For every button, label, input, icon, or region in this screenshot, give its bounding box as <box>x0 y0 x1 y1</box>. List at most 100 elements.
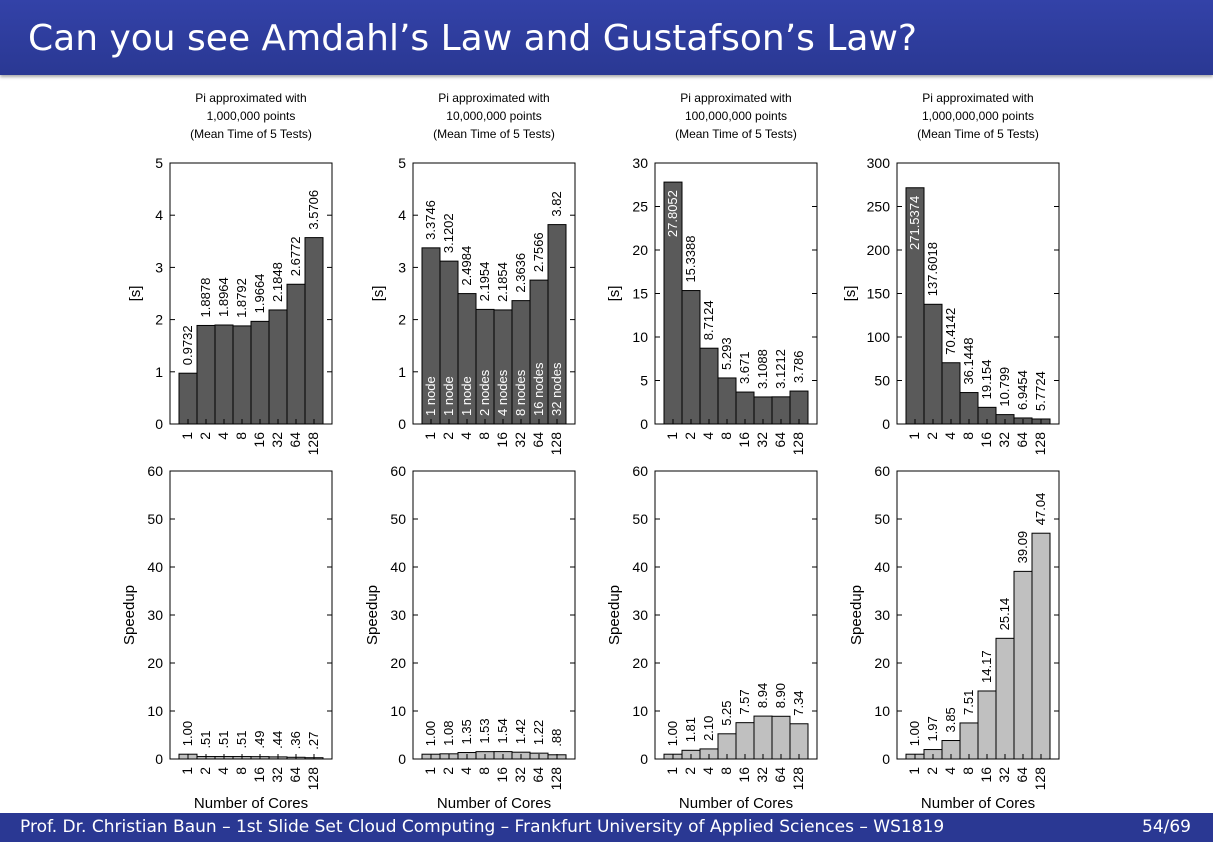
x-tick-label: 1 <box>906 432 922 440</box>
data-label: .27 <box>306 732 321 750</box>
data-label: 2.10 <box>701 716 716 741</box>
chart-5: 0 10 20 30 40 50 60 Speedup 1 1.00 2 .51 4 .51 8 .51 16.… <box>121 463 333 812</box>
footer-text: Prof. Dr. Christian Baun – 1st Slide Set… <box>20 817 945 837</box>
x-tick-label: 4 <box>458 432 474 440</box>
chart-4: Pi approximated with 1,000,000,000 points… <box>842 91 1060 456</box>
y-tick-label: 60 <box>632 463 648 479</box>
y-tick-label: 100 <box>867 329 891 345</box>
y-tick-label: 40 <box>147 559 163 575</box>
node-label: 32 nodes <box>549 362 564 416</box>
page-number: 54/69 <box>1142 817 1191 837</box>
data-label: 2.4984 <box>459 246 474 286</box>
data-label: 3.786 <box>791 351 806 384</box>
data-label: 1.8792 <box>234 278 249 318</box>
x-tick-label: 1 <box>664 767 680 775</box>
bar-8 <box>717 377 737 425</box>
x-tick-label: 4 <box>215 767 231 775</box>
y-tick-label: 4 <box>155 207 163 223</box>
y-tick-label: 10 <box>874 703 890 719</box>
data-label: 15.3388 <box>683 236 698 283</box>
chart-title-line: Pi approximated with <box>680 91 791 105</box>
x-tick-label: 32 <box>754 767 770 783</box>
data-label: 8.90 <box>773 683 788 708</box>
x-tick-label: 64 <box>287 767 303 783</box>
x-tick-label: 8 <box>718 767 734 775</box>
data-label: 3.82 <box>549 191 564 216</box>
data-label: 1.53 <box>477 718 492 743</box>
x-tick-label: 128 <box>1032 432 1048 456</box>
bar-4 <box>699 347 719 425</box>
data-label: 2.7566 <box>531 232 546 272</box>
data-label: 3.85 <box>943 707 958 732</box>
plot-frame <box>896 470 1060 760</box>
data-label: 3.1088 <box>755 349 770 389</box>
x-tick-label: 8 <box>233 432 249 440</box>
chart-title-line: 100,000,000 points <box>685 109 787 123</box>
x-tick-label: 32 <box>512 767 528 783</box>
y-axis-label: Speedup <box>848 585 865 645</box>
y-tick-label: 0 <box>398 416 406 432</box>
x-tick-label: 16 <box>736 767 752 783</box>
data-label: 2.1954 <box>477 262 492 302</box>
charts-grid: Pi approximated with 1,000,000 points (Mea… <box>121 91 1060 812</box>
y-tick-label: 200 <box>867 242 891 258</box>
bar-64 <box>1013 570 1033 760</box>
data-label: 2.6772 <box>288 236 303 276</box>
y-tick-label: 15 <box>632 286 648 302</box>
x-tick-label: 64 <box>530 767 546 783</box>
y-tick-label: 40 <box>632 559 648 575</box>
plot-frame <box>412 162 576 425</box>
x-tick-label: 4 <box>942 432 958 440</box>
data-label: 1.54 <box>495 718 510 743</box>
data-label: 36.1448 <box>961 338 976 385</box>
bar-128 <box>1031 532 1051 760</box>
data-label: .51 <box>234 730 249 748</box>
node-label: 8 nodes <box>513 369 528 416</box>
bar-16 <box>977 690 997 760</box>
data-label: 25.14 <box>997 598 1012 631</box>
y-tick-label: 2 <box>155 312 163 328</box>
y-tick-label: 5 <box>155 155 163 171</box>
y-tick-label: 0 <box>640 416 648 432</box>
bar-16 <box>735 722 755 760</box>
y-tick-label: 300 <box>867 155 891 171</box>
x-axis-label: Number of Cores <box>679 795 793 812</box>
data-label: 6.9454 <box>1015 370 1030 410</box>
x-tick-label: 1 <box>422 767 438 775</box>
x-axis-label: Number of Cores <box>194 795 308 812</box>
x-tick-label: 32 <box>996 767 1012 783</box>
y-tick-label: 150 <box>867 286 891 302</box>
data-label: 7.51 <box>961 690 976 715</box>
data-label: 70.4142 <box>943 308 958 355</box>
data-label: 1.00 <box>907 721 922 746</box>
data-label: 1.08 <box>441 721 456 746</box>
x-tick-label: 2 <box>440 767 456 775</box>
x-tick-label: 4 <box>458 767 474 775</box>
title-bar: Can you see Amdahl’s Law and Gustafson’s… <box>0 0 1213 75</box>
x-tick-label: 128 <box>305 432 321 456</box>
x-axis-label: Number of Cores <box>921 795 1035 812</box>
x-tick-label: 4 <box>942 767 958 775</box>
x-tick-label: 2 <box>197 767 213 775</box>
x-tick-label: 8 <box>233 767 249 775</box>
chart-2: Pi approximated with 10,000,000 points (Me… <box>370 91 576 455</box>
y-tick-label: 60 <box>147 463 163 479</box>
data-label: 7.57 <box>737 689 752 714</box>
x-tick-label: 4 <box>215 432 231 440</box>
node-label: 4 nodes <box>495 369 510 416</box>
x-tick-label: 16 <box>736 432 752 448</box>
x-tick-label: 32 <box>996 432 1012 448</box>
x-tick-label: 2 <box>682 767 698 775</box>
bar-64 <box>286 283 306 425</box>
chart-3: Pi approximated with 100,000,000 points (M… <box>606 91 818 455</box>
bar-8 <box>959 722 979 760</box>
x-tick-label: 16 <box>978 767 994 783</box>
y-tick-label: 0 <box>155 416 163 432</box>
bar-4 <box>941 362 961 425</box>
data-label: 1.00 <box>665 721 680 746</box>
x-tick-label: 8 <box>476 767 492 775</box>
y-axis-label: [s] <box>127 286 144 302</box>
node-label: 16 nodes <box>531 362 546 416</box>
data-label: .44 <box>270 731 285 749</box>
data-label: 0.9732 <box>180 325 195 365</box>
